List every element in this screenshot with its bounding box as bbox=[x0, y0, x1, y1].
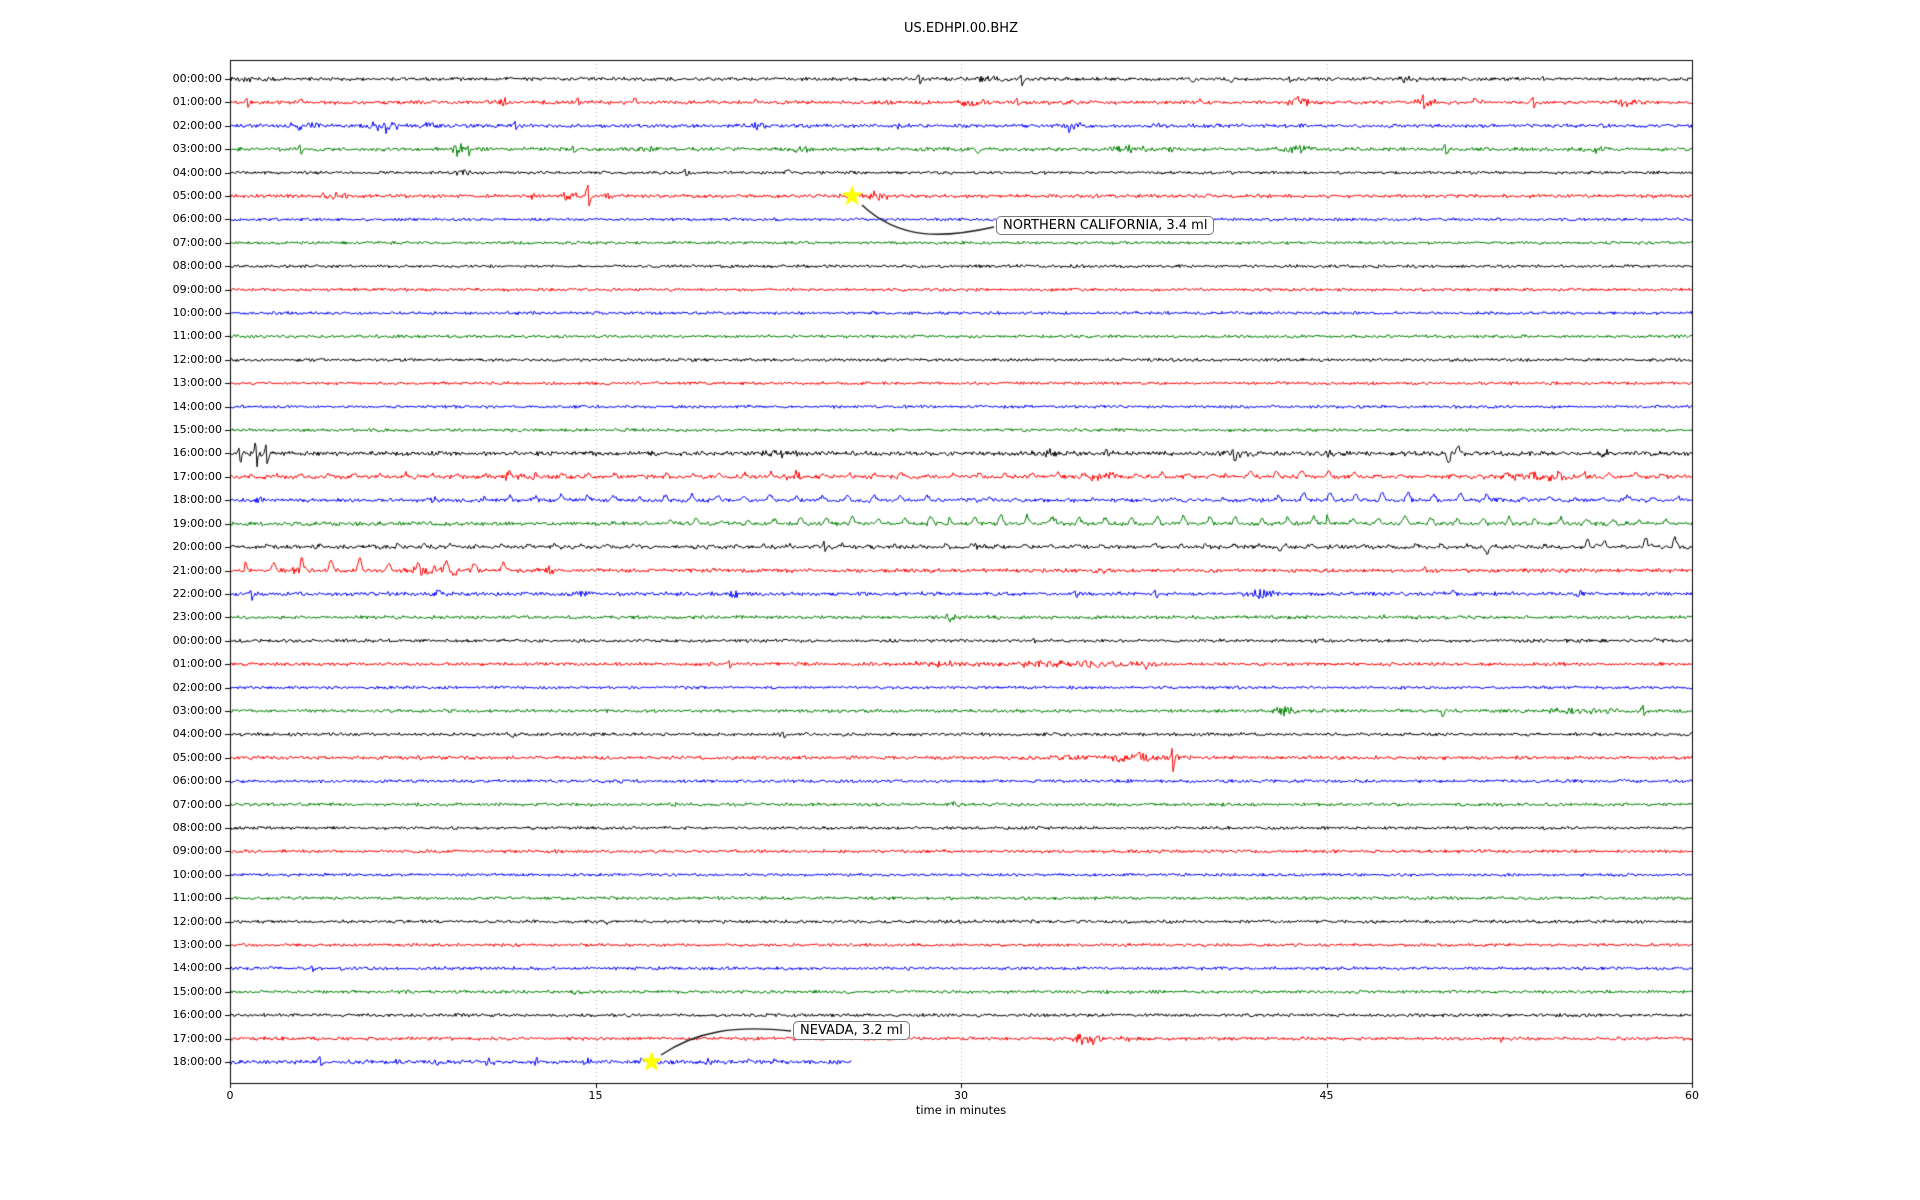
row-label-15: 15:00:00 bbox=[172, 423, 222, 437]
x-tick-15: 15 bbox=[588, 1089, 603, 1102]
row-label-10: 10:00:00 bbox=[172, 306, 222, 320]
row-label-12: 12:00:00 bbox=[172, 352, 222, 366]
row-label-32: 08:00:00 bbox=[172, 820, 222, 834]
annotation-nevada: NEVADA, 3.2 ml bbox=[793, 1021, 910, 1040]
row-label-16: 16:00:00 bbox=[172, 446, 222, 460]
x-tick-60: 60 bbox=[1685, 1089, 1699, 1102]
x-tick-30: 30 bbox=[954, 1089, 968, 1102]
row-label-28: 04:00:00 bbox=[172, 727, 222, 741]
x-axis-label: time in minutes bbox=[915, 1103, 1007, 1117]
row-label-30: 06:00:00 bbox=[172, 774, 222, 788]
row-label-11: 11:00:00 bbox=[172, 329, 222, 343]
row-label-27: 03:00:00 bbox=[172, 703, 222, 717]
row-label-1: 01:00:00 bbox=[172, 95, 222, 109]
row-label-3: 03:00:00 bbox=[172, 142, 222, 156]
row-label-24: 00:00:00 bbox=[172, 633, 222, 647]
row-label-38: 14:00:00 bbox=[172, 961, 222, 975]
row-label-4: 04:00:00 bbox=[172, 165, 222, 179]
row-label-40: 16:00:00 bbox=[172, 1008, 222, 1022]
row-label-35: 11:00:00 bbox=[172, 891, 222, 905]
row-label-17: 17:00:00 bbox=[172, 469, 222, 483]
row-label-14: 14:00:00 bbox=[172, 399, 222, 413]
row-label-34: 10:00:00 bbox=[172, 867, 222, 881]
row-label-5: 05:00:00 bbox=[172, 189, 222, 203]
row-label-0: 00:00:00 bbox=[172, 72, 222, 85]
row-label-42: 18:00:00 bbox=[172, 1055, 222, 1068]
row-label-25: 01:00:00 bbox=[172, 657, 222, 671]
row-label-37: 13:00:00 bbox=[172, 937, 222, 951]
chart-title: US.EDHPI.00.BHZ bbox=[904, 21, 1018, 36]
row-label-8: 08:00:00 bbox=[172, 259, 222, 273]
row-label-7: 07:00:00 bbox=[172, 235, 222, 249]
row-label-6: 06:00:00 bbox=[172, 212, 222, 226]
row-label-18: 18:00:00 bbox=[172, 493, 222, 507]
row-label-41: 17:00:00 bbox=[172, 1031, 222, 1045]
x-tick-45: 45 bbox=[1319, 1089, 1334, 1102]
row-label-19: 19:00:00 bbox=[172, 516, 222, 530]
row-label-39: 15:00:00 bbox=[172, 984, 222, 998]
row-label-13: 13:00:00 bbox=[172, 376, 222, 390]
row-label-9: 09:00:00 bbox=[172, 282, 222, 296]
row-label-36: 12:00:00 bbox=[172, 914, 222, 928]
row-label-26: 02:00:00 bbox=[172, 680, 222, 694]
row-label-23: 23:00:00 bbox=[172, 610, 222, 624]
row-label-29: 05:00:00 bbox=[172, 750, 222, 764]
row-label-21: 21:00:00 bbox=[172, 563, 222, 577]
row-label-22: 22:00:00 bbox=[172, 586, 222, 600]
row-label-31: 07:00:00 bbox=[172, 797, 222, 811]
row-label-20: 20:00:00 bbox=[172, 540, 222, 554]
x-tick-0: 0 bbox=[226, 1089, 234, 1102]
annotation-northern-california: NORTHERN CALIFORNIA, 3.4 ml bbox=[996, 216, 1215, 235]
row-label-33: 09:00:00 bbox=[172, 844, 222, 858]
row-label-2: 02:00:00 bbox=[172, 118, 222, 132]
